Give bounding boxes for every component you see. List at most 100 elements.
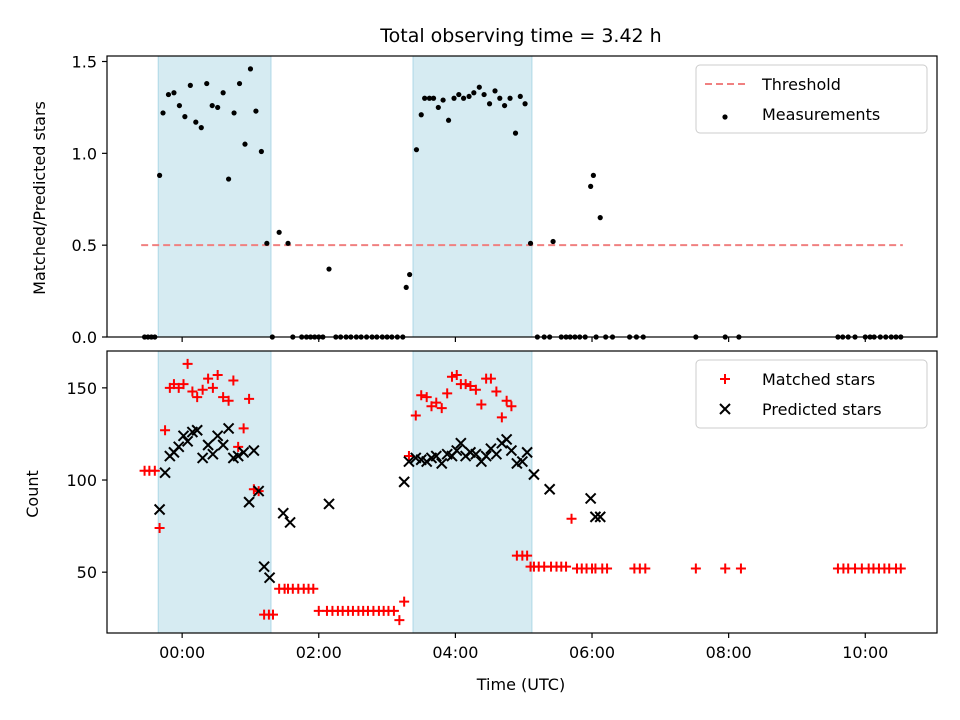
measurements-point (236, 80, 243, 87)
measurements-point (435, 104, 441, 111)
legend-swatch-predicted-stars (719, 403, 731, 415)
matched-stars-point (233, 441, 244, 452)
matched-stars-point (460, 379, 471, 390)
predicted-stars-point (258, 560, 270, 573)
matched-stars-point (192, 392, 203, 403)
matched-stars-point (187, 386, 198, 397)
axes-frame (106, 55, 938, 338)
measurements-point (418, 112, 424, 118)
legend-swatch-matched-stars (720, 374, 730, 384)
predicted-stars-point (211, 430, 224, 442)
measurements-point (176, 102, 183, 109)
x-axis-label: Time (UTC) (476, 675, 565, 694)
matched-stars-point (421, 392, 432, 403)
predicted-stars-point (451, 444, 463, 457)
measurements-point (193, 119, 199, 125)
measurements-point (426, 95, 433, 101)
measurements-point (285, 240, 291, 246)
matched-stars-point (268, 609, 278, 620)
predicted-stars-point (191, 424, 203, 436)
y-tick-label: 50 (77, 563, 97, 582)
measurements-point (413, 147, 420, 153)
y-tick-label: 0.0 (72, 328, 97, 347)
x-tick-label: 06:00 (569, 643, 615, 662)
x-tick-label: 04:00 (432, 643, 478, 662)
measurements-point (204, 80, 210, 87)
predicted-stars-point (594, 511, 606, 523)
matched-stars-point (403, 451, 414, 462)
legend-label-measurements: Measurements (762, 105, 880, 124)
x-tick-label: 00:00 (159, 643, 205, 662)
matched-stars-point (561, 561, 572, 572)
predicted-stars-point (173, 441, 185, 453)
observing-window (412, 350, 533, 634)
matched-stars-point (410, 410, 421, 421)
predicted-stars-point (153, 503, 166, 516)
matched-stars-point (470, 384, 481, 395)
matched-stars-point (436, 403, 447, 414)
matched-stars-point (394, 615, 405, 626)
predicted-stars-point (470, 448, 482, 460)
predicted-stars-point (403, 455, 415, 468)
measurements-point (456, 91, 462, 98)
matched-stars-point (431, 397, 442, 408)
measurements-point (527, 240, 534, 246)
matched-stars-point (451, 369, 462, 380)
predicted-stars-point (430, 450, 442, 462)
measurements-point (225, 176, 232, 182)
predicted-stars-point (543, 483, 556, 495)
measurements-point (326, 266, 332, 272)
measurements-point (512, 130, 519, 136)
matched-stars-point (218, 392, 229, 403)
predicted-stars-point (500, 433, 513, 446)
chart-title: Total observing time = 3.42 h (379, 25, 661, 47)
legend-box (695, 64, 928, 134)
matched-stars-point (442, 388, 453, 399)
measurements-point (440, 97, 446, 103)
measurements-point (276, 229, 282, 235)
y-tick-label: 150 (66, 379, 97, 398)
matched-stars-point (160, 425, 171, 436)
y-tick-label: 1.0 (72, 144, 97, 163)
matched-stars-point (690, 563, 701, 574)
measurements-point (481, 91, 487, 98)
measurements-point (497, 95, 503, 101)
measurements-point (231, 110, 237, 116)
predicted-stars-point (436, 457, 448, 470)
measurements-point (471, 90, 477, 96)
predicted-stars-point (521, 446, 533, 459)
predicted-stars-point (490, 448, 503, 460)
measurements-point (242, 141, 248, 147)
predicted-stars-point (505, 444, 518, 457)
predicted-stars-point (516, 455, 529, 468)
matched-stars-point (476, 399, 487, 410)
matched-stars-point (223, 395, 234, 406)
predicted-stars-point (252, 485, 265, 497)
matched-stars-point (416, 390, 427, 401)
matched-stars-point (501, 395, 512, 406)
matched-stars-point (207, 382, 218, 393)
measurements-point (492, 88, 498, 94)
predicted-stars-point (243, 496, 255, 508)
predicted-stars-point (159, 466, 171, 479)
predicted-stars-point (528, 468, 540, 481)
matched-stars-point (485, 373, 496, 384)
measurements-point (588, 183, 594, 189)
predicted-stars-point (323, 498, 335, 510)
measurements-point (501, 102, 508, 109)
matched-stars-point (522, 550, 533, 561)
matched-stars-point (735, 563, 746, 574)
matched-stars-point (228, 375, 239, 386)
top-y-axis-label: Matched/Predicted stars (30, 101, 49, 295)
matched-stars-point (182, 358, 193, 369)
predicted-stars-point (284, 516, 296, 529)
predicted-stars-point (177, 430, 190, 442)
measurements-point (157, 172, 163, 178)
measurements-point (220, 90, 226, 96)
observing-window (412, 55, 533, 338)
top-panel: 0.0 0.5 1.0 1.5 Threshold Measurements (72, 53, 938, 347)
measurements-point (258, 148, 264, 155)
measurements-point (451, 95, 457, 101)
measurements-point (517, 93, 523, 100)
predicted-stars-point (277, 507, 289, 519)
